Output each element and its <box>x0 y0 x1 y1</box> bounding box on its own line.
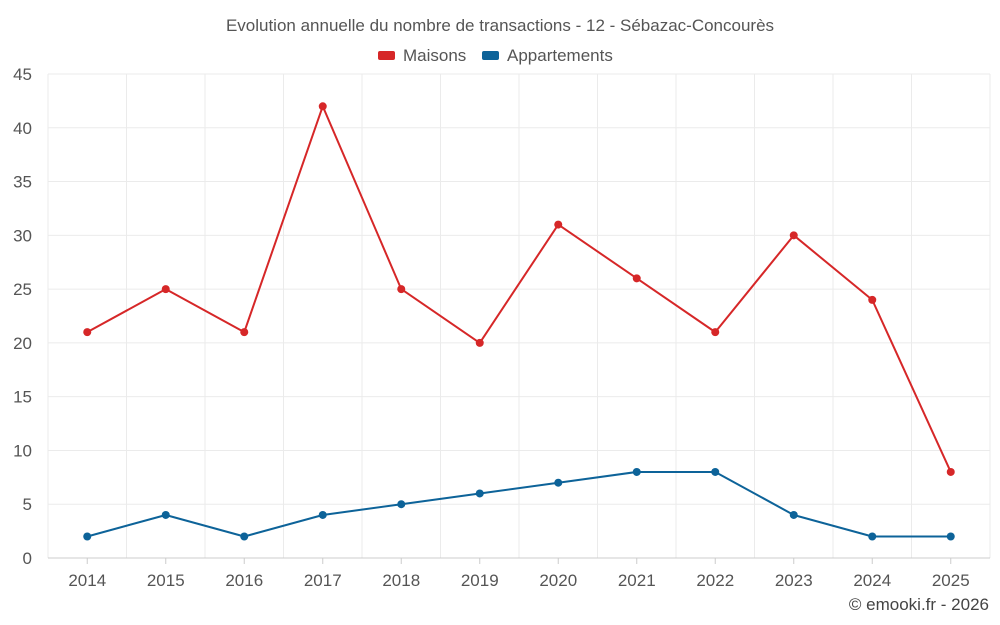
data-point-appartements[interactable] <box>554 478 563 487</box>
y-tick-label: 20 <box>13 334 32 353</box>
data-point-appartements[interactable] <box>83 532 92 541</box>
x-tick-label: 2014 <box>68 571 106 590</box>
x-tick-label: 2016 <box>225 571 263 590</box>
data-point-maisons[interactable] <box>946 467 955 476</box>
chart-title: Evolution annuelle du nombre de transact… <box>226 16 774 35</box>
legend-label-maisons: Maisons <box>403 46 466 65</box>
data-point-maisons[interactable] <box>554 220 563 229</box>
data-point-appartements[interactable] <box>397 500 406 509</box>
series-line-maisons <box>86 105 952 473</box>
x-tick-label: 2023 <box>775 571 813 590</box>
y-tick-label: 5 <box>23 495 32 514</box>
y-tick-label: 25 <box>13 280 32 299</box>
y-tick-label: 45 <box>13 65 32 84</box>
data-point-appartements[interactable] <box>318 510 327 519</box>
legend-item-maisons[interactable]: Maisons <box>378 46 466 65</box>
credit-text: © emooki.fr - 2026 <box>849 595 989 614</box>
data-point-maisons[interactable] <box>318 102 327 111</box>
y-tick-label: 0 <box>23 549 32 568</box>
data-point-appartements[interactable] <box>868 532 877 541</box>
data-point-maisons[interactable] <box>632 274 641 283</box>
legend-label-appartements: Appartements <box>507 46 613 65</box>
y-tick-label: 15 <box>13 388 32 407</box>
x-tick-label: 2025 <box>932 571 970 590</box>
data-point-appartements[interactable] <box>475 489 484 498</box>
data-point-maisons[interactable] <box>397 285 406 294</box>
data-point-maisons[interactable] <box>83 328 92 337</box>
data-point-maisons[interactable] <box>475 338 484 347</box>
x-tick-label: 2020 <box>539 571 577 590</box>
data-point-appartements[interactable] <box>161 510 170 519</box>
y-tick-label: 10 <box>13 441 32 460</box>
series-line-appartements <box>86 470 951 538</box>
x-tick-label: 2021 <box>618 571 656 590</box>
y-tick-label: 40 <box>13 119 32 138</box>
x-tick-label: 2015 <box>147 571 185 590</box>
data-point-maisons[interactable] <box>161 285 170 294</box>
data-point-maisons[interactable] <box>789 231 798 240</box>
y-tick-label: 30 <box>13 226 32 245</box>
legend-swatch-maisons <box>378 51 395 60</box>
x-tick-label: 2024 <box>853 571 891 590</box>
y-tick-label: 35 <box>13 173 32 192</box>
x-tick-label: 2019 <box>461 571 499 590</box>
x-tick-label: 2018 <box>382 571 420 590</box>
legend: Maisons Appartements <box>378 46 613 65</box>
grid <box>47 73 991 558</box>
data-point-appartements[interactable] <box>240 532 249 541</box>
data-point-maisons[interactable] <box>240 328 249 337</box>
data-point-maisons[interactable] <box>711 328 720 337</box>
x-tick-label: 2022 <box>696 571 734 590</box>
y-axis-ticks: 0 5 10 15 20 25 30 35 40 45 <box>13 65 32 568</box>
data-point-appartements[interactable] <box>632 467 641 476</box>
data-point-appartements[interactable] <box>789 510 798 519</box>
x-tick-label: 2017 <box>304 571 342 590</box>
series <box>83 102 955 541</box>
legend-swatch-appartements <box>482 51 499 60</box>
legend-item-appartements[interactable]: Appartements <box>482 46 613 65</box>
data-point-maisons[interactable] <box>868 295 877 304</box>
data-point-appartements[interactable] <box>711 467 720 476</box>
data-point-appartements[interactable] <box>946 532 955 541</box>
x-axis-ticks: 2014 2015 2016 2017 2018 2019 2020 2021 2022 2023… <box>68 558 970 590</box>
